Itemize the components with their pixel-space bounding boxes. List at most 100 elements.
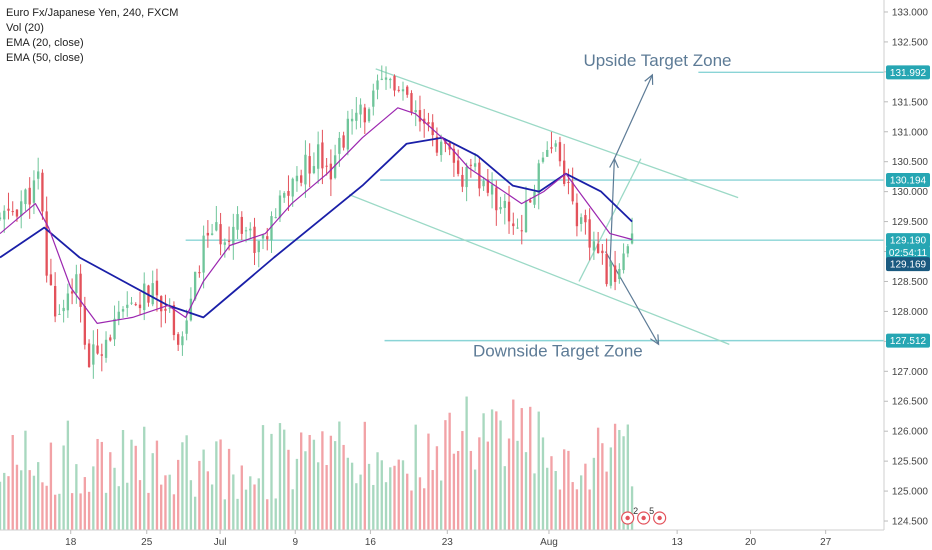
volume-bar <box>630 486 634 530</box>
volume-bar <box>160 484 163 530</box>
channel-lines <box>348 68 739 345</box>
candle-body <box>452 148 456 163</box>
candle-body <box>372 90 375 107</box>
legend-ema20[interactable]: EMA (20, close) <box>6 37 84 49</box>
candle-body <box>168 307 171 309</box>
candle-body <box>401 89 405 92</box>
volume-bar <box>372 484 375 530</box>
candle-body <box>618 268 621 280</box>
volume-bar <box>189 480 193 530</box>
volume-bar <box>117 486 120 530</box>
candle-body <box>554 143 557 147</box>
volume-bar <box>495 411 498 530</box>
candle-body <box>321 142 324 169</box>
candle-body <box>113 318 116 340</box>
ema-lines <box>0 107 633 324</box>
candle-body <box>406 86 409 95</box>
volume-bar <box>11 435 14 530</box>
volume-bar <box>618 429 621 530</box>
candle-body <box>520 230 523 232</box>
candle-body <box>295 175 299 182</box>
candle-body <box>359 104 362 115</box>
candle-body <box>287 190 290 196</box>
candle-body <box>11 211 14 213</box>
volume-bar <box>223 499 226 530</box>
volume-bar <box>104 492 108 530</box>
candle-body <box>155 280 159 296</box>
candle-body <box>342 135 345 148</box>
candle-body <box>350 118 354 122</box>
candle-body <box>219 224 222 245</box>
event-marker-dot <box>625 515 630 521</box>
candle-body <box>266 236 269 240</box>
y-tick-label: 126.500 <box>892 397 929 408</box>
x-tick-label: 16 <box>365 537 377 548</box>
volume-bar <box>346 457 350 530</box>
volume-bar <box>567 450 570 530</box>
candle-body <box>62 307 65 312</box>
candle-body <box>181 336 184 346</box>
volume-bar <box>24 430 27 530</box>
candle-body <box>601 250 604 254</box>
candle-body <box>389 78 392 81</box>
candle-body <box>469 164 473 166</box>
candle-body <box>609 262 613 286</box>
y-tick-label: 132.500 <box>892 37 929 48</box>
volume-bar <box>609 447 613 530</box>
legend-ema50[interactable]: EMA (50, close) <box>6 52 84 64</box>
volume-bar <box>41 482 44 530</box>
candle-body <box>596 243 600 254</box>
candle-body <box>240 216 243 234</box>
volume-bar <box>410 490 413 530</box>
volume-bar <box>571 482 574 530</box>
volume-bar <box>512 399 515 530</box>
volume-bar <box>355 483 358 530</box>
volume-bar <box>461 431 464 530</box>
candle-body <box>58 313 61 315</box>
event-marker-dot <box>657 515 662 521</box>
x-tick-label: 25 <box>141 537 153 548</box>
candle-body <box>613 265 617 282</box>
legend-symbol[interactable]: Euro Fx/Japanese Yen, 240, FXCM <box>6 7 179 19</box>
volume-bar <box>291 489 294 530</box>
volume-bar <box>215 441 218 530</box>
volume-bar <box>62 445 65 530</box>
volume-bar <box>304 451 307 530</box>
candle-body <box>96 345 99 354</box>
candle-body <box>189 298 193 321</box>
candle-body <box>546 149 549 157</box>
candle-body <box>605 253 608 285</box>
volume-bar <box>507 438 511 530</box>
candle-body <box>7 208 10 211</box>
volume-bar <box>520 408 523 530</box>
price-badge <box>886 245 930 260</box>
volume-bar <box>482 413 485 530</box>
candle-body <box>32 180 36 203</box>
candle-body <box>172 305 176 336</box>
volume-bar <box>206 471 210 530</box>
y-tick-label: 129.500 <box>892 217 929 228</box>
candle-body <box>563 160 566 184</box>
volume-bar <box>363 421 366 530</box>
y-tick-label: 125.000 <box>892 487 929 498</box>
volume-bar <box>312 439 316 530</box>
volume-bar <box>261 425 265 530</box>
volume-bar <box>244 489 248 530</box>
volume-bar <box>28 470 31 530</box>
volume-bar <box>473 469 477 530</box>
volume-bar <box>333 441 337 530</box>
candle-body <box>414 110 417 113</box>
legend-volume[interactable]: Vol (20) <box>6 22 44 34</box>
candle-body <box>215 222 218 231</box>
volume-bar <box>440 480 443 530</box>
candle-body <box>41 172 44 212</box>
time-axis[interactable]: 18 25 Jul 9 16 23 Aug 13 20 27 <box>0 529 884 548</box>
volume-bar <box>367 463 371 530</box>
candle-body <box>558 142 562 162</box>
candle-body <box>253 226 256 253</box>
volume-bar <box>300 432 303 530</box>
candle-body <box>130 302 133 304</box>
candle-body <box>45 211 48 276</box>
